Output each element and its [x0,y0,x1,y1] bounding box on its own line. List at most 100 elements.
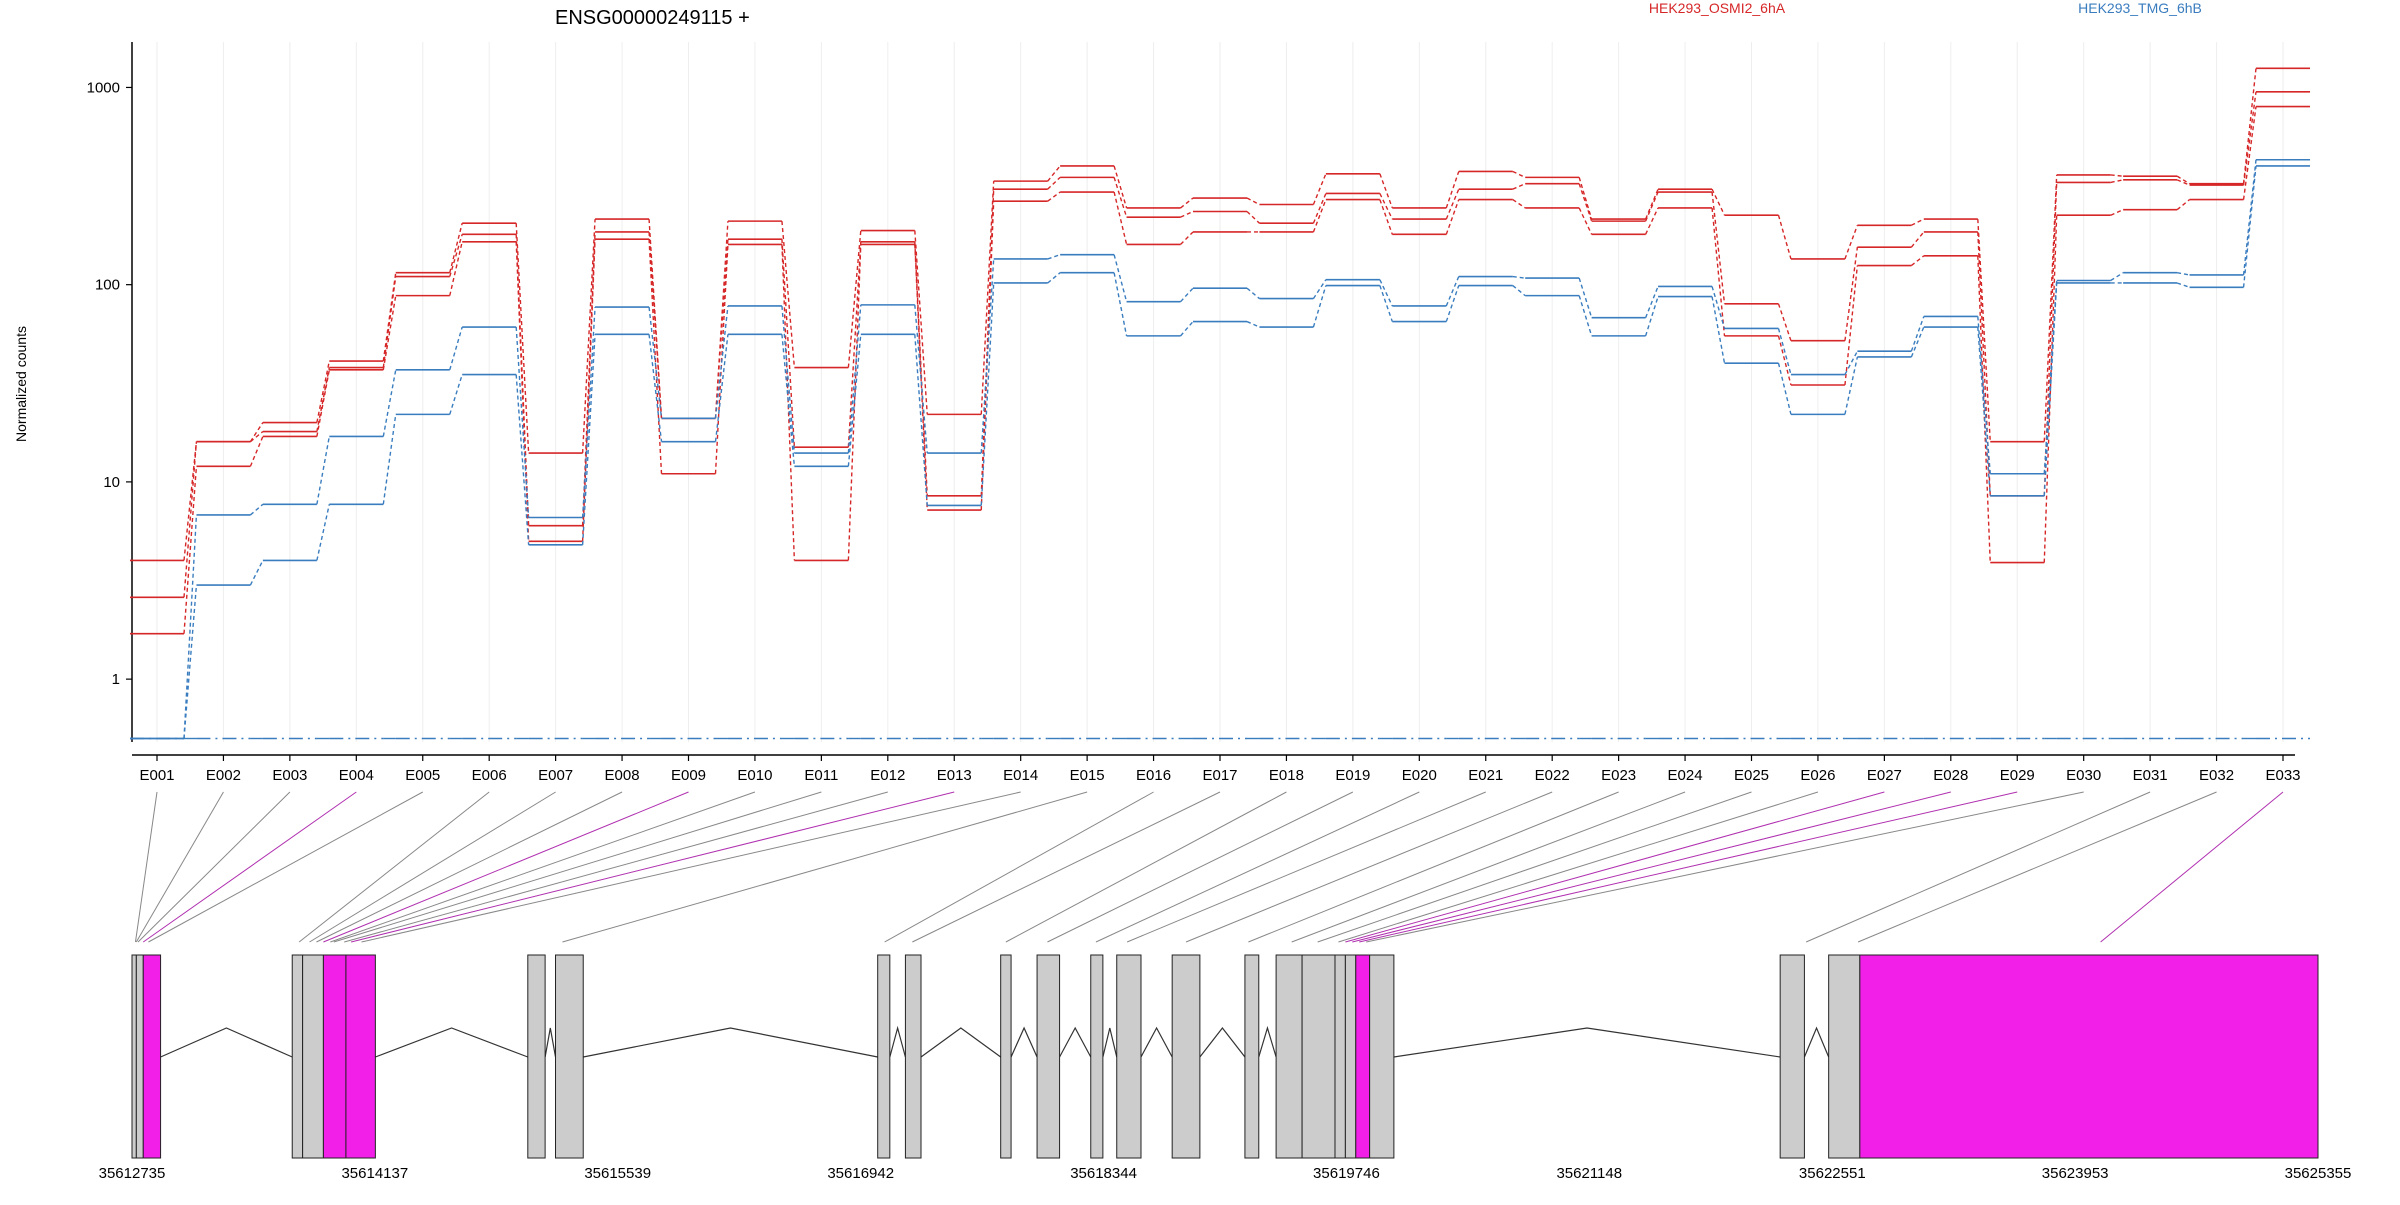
intron-17 [1258,1025,1277,1058]
series-4-link-15 [1113,254,1128,302]
series-4-link-26 [1844,350,1858,375]
series-1-link-31 [2176,175,2190,185]
series-4-link-8 [648,306,663,419]
series-1-link-32 [2242,68,2257,184]
exon-link-E027 [1345,791,1885,943]
series-3-link-18 [1312,199,1327,233]
series-5-link-24 [1711,296,1726,364]
series-4-link-18 [1312,279,1327,299]
exon-block-23 [1369,954,1395,1159]
series-3-link-30 [2110,209,2124,216]
series-2-link-22 [1578,183,1593,222]
gene-model: 35612735 35614137 35615539 35616942 35618344… [99,954,2351,1182]
exon-block-8 [527,954,546,1159]
exon-link-E024 [1291,791,1686,943]
series-1-link-3 [316,360,330,423]
series-4-link-13 [980,258,995,454]
series-3-link-10 [781,244,796,561]
x-tick-label-E023: E023 [1601,767,1636,784]
exon-block-10 [877,954,891,1159]
series-3-link-1 [183,466,198,634]
y-tick-label-10: 10 [103,474,120,491]
intron-12 [1010,1026,1038,1058]
series-2-link-23 [1644,191,1659,222]
exon-block-17 [1244,954,1260,1159]
series-3-link-19 [1379,199,1393,235]
exon-link-E008 [316,791,623,943]
exon-link-E032 [1857,791,2217,943]
x-tick-label-E018: E018 [1269,767,1304,784]
x-tick-label-E021: E021 [1468,767,1503,784]
genomic-coordinate-6: 35619746 [1313,1165,1380,1182]
series-5-link-12 [914,334,928,506]
series-2-link-31 [2176,179,2190,186]
series-2-link-4 [382,276,397,368]
series-4-link-31 [2176,272,2190,276]
series-4-link-6 [515,326,530,518]
exon-block-16 [1171,954,1201,1159]
exon-link-E021 [1126,791,1486,943]
text-labels: ENSG00000249115 + Normalized counts HEK2… [13,0,2202,442]
series-1-link-28 [1977,219,1991,442]
series-4-link-21 [1512,275,1526,279]
series-4-link-28 [1977,316,1991,474]
series-3-link-13 [980,201,995,511]
y-axis-label: Normalized counts [13,326,29,442]
series-5-link-22 [1578,295,1593,337]
series-3-link-14 [1047,191,1061,202]
exon-link-E028 [1352,791,1951,943]
series-3-link-6 [515,241,530,542]
series-4-link-32 [2242,159,2257,276]
exon-block-24 [1779,954,1805,1159]
exon-block-1 [131,954,137,1159]
series-5-link-15 [1113,272,1128,337]
x-tick-label-E007: E007 [538,767,573,784]
x-tick-label-E028: E028 [1933,767,1968,784]
x-tick-label-E017: E017 [1202,767,1237,784]
series-2-link-1 [183,441,198,598]
series-1-link-22 [1578,177,1593,220]
exon-link-E007 [309,791,556,943]
series-2-link-14 [1047,176,1061,190]
series-4-link-5 [449,326,463,371]
series-3-link-28 [1977,255,1991,563]
series-2-link-8 [648,231,663,419]
genomic-coordinate-9: 35623953 [2042,1165,2109,1182]
exon-link-E023 [1248,791,1619,943]
series-1-link-23 [1644,188,1659,220]
x-tick-label-E010: E010 [737,767,772,784]
series-1-link-5 [449,223,463,273]
series-2-link-27 [1910,231,1925,248]
series-2-link-9 [714,239,729,419]
series-4-link-25 [1777,328,1792,375]
intron-15 [1140,1026,1173,1058]
exon-link-E016 [884,791,1154,943]
x-tick-label-E025: E025 [1734,767,1769,784]
x-tick-label-E014: E014 [1003,767,1038,784]
exon-block-7 [345,954,376,1159]
x-tick-label-E024: E024 [1668,767,1703,784]
x-tick-label-E032: E032 [2199,767,2234,784]
series-5-link-16 [1180,321,1194,337]
exon-block-12 [1000,954,1012,1159]
y-tick-label-1: 1 [112,671,120,688]
series-2-link-21 [1512,183,1526,190]
x-tick-label-E011: E011 [804,767,838,784]
series-1-link-27 [1911,218,1925,226]
x-tick-label-E001: E001 [139,767,174,784]
intron-8 [544,1027,557,1058]
x-tick-label-E030: E030 [2066,767,2101,784]
series-3-link-25 [1777,335,1792,386]
series-1-link-14 [1047,165,1061,182]
axes: 1 10 100 1000 E001 E002 E003 E004 E005 E006 E007 E0… [87,42,2301,784]
series-3-link-15 [1113,191,1128,245]
chart-title: ENSG00000249115 + [555,7,750,29]
exon-link-E018 [1005,791,1287,943]
series-4-link-23 [1644,286,1659,318]
series-1-link-29 [2043,174,2058,442]
genomic-coordinate-7: 35621148 [1556,1165,1622,1182]
series-4-link-12 [914,304,928,454]
exon-block-11 [904,954,922,1159]
series-2-link-19 [1379,193,1393,220]
